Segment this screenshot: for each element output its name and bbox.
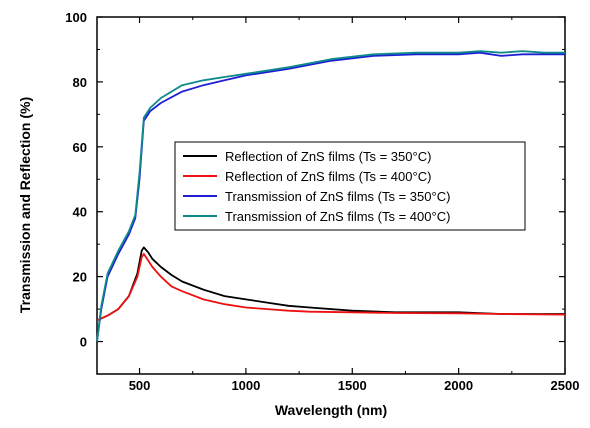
x-tick-label: 1500	[338, 378, 367, 393]
legend-label-1: Reflection of ZnS films (Ts = 350°C)	[225, 149, 431, 164]
series-line-4	[96, 50, 565, 342]
x-tick-label: 2000	[444, 378, 473, 393]
y-tick-label: 80	[73, 75, 87, 90]
plot-frame	[96, 16, 566, 375]
series-line-3	[96, 51, 565, 342]
series-line-2	[96, 252, 566, 322]
y-tick-label: 20	[73, 270, 87, 285]
x-axis-label: Wavelength (nm)	[275, 402, 387, 418]
legend-label-2: Reflection of ZnS films (Ts = 400°C)	[225, 169, 431, 184]
y-tick-label: 100	[65, 10, 87, 25]
series-line-1	[96, 246, 565, 322]
y-tick-label: 60	[73, 140, 87, 155]
x-tick-label: 1000	[231, 378, 260, 393]
x-tick-label: 2500	[551, 378, 580, 393]
legend-box	[174, 141, 526, 231]
y-axis-label: Transmission and Reflection (%)	[17, 97, 33, 313]
legend-label-4: Transmission of ZnS films (Ts = 400°C)	[225, 209, 450, 224]
x-tick-label: 500	[129, 378, 151, 393]
legend: Reflection of ZnS films (Ts = 350°C) Refl…	[174, 141, 526, 231]
y-tick-label: 0	[80, 335, 87, 350]
legend-label-3: Transmission of ZnS films (Ts = 350°C)	[225, 189, 450, 204]
y-tick-label: 40	[73, 205, 87, 220]
